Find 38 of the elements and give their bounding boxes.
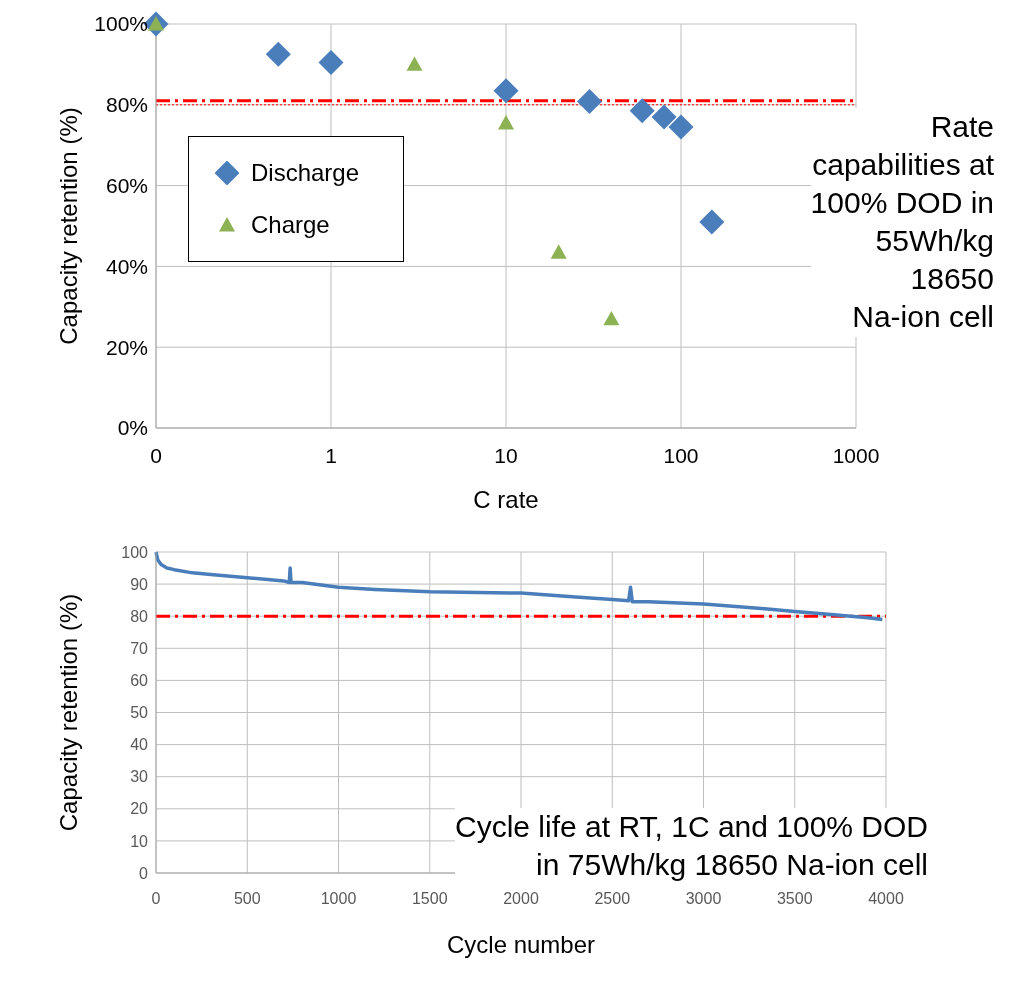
annotation: Cycle life at RT, 1C and 100% DOD in 75Wh/kg 18650 Na-ion cell xyxy=(455,808,928,885)
x-tick-label: 1 xyxy=(325,443,337,467)
x-tick-label: 3000 xyxy=(685,890,722,908)
y-tick-label: 20% xyxy=(105,335,148,359)
legend-label: Discharge xyxy=(251,159,360,187)
y-tick-label: 80% xyxy=(105,93,148,117)
y-tick-label: 50 xyxy=(130,704,149,722)
legend-label: Charge xyxy=(251,211,330,239)
y-tick-label: 100% xyxy=(94,12,148,36)
x-tick-label: 2500 xyxy=(594,890,631,908)
x-tick-label: 4000 xyxy=(868,890,904,908)
y-tick-label: 100 xyxy=(121,543,149,561)
y-tick-label: 90 xyxy=(130,575,149,593)
y-tick-label: 30 xyxy=(130,768,149,786)
x-tick-label: 2000 xyxy=(503,890,539,908)
y-tick-label: 70 xyxy=(130,639,149,657)
y-tick-label: 80 xyxy=(130,607,149,625)
x-axis-title: C rate xyxy=(473,486,539,513)
x-tick-label: 100 xyxy=(663,443,699,467)
y-tick-label: 60% xyxy=(105,174,148,198)
x-tick-label: 1500 xyxy=(411,890,448,908)
y-tick-label: 60 xyxy=(130,672,149,690)
y-tick-label: 20 xyxy=(130,800,149,818)
x-tick-label: 500 xyxy=(233,890,261,908)
x-tick-label: 3500 xyxy=(776,890,813,908)
x-tick-label: 1000 xyxy=(320,890,357,908)
y-axis-title: Capacity retention (%) xyxy=(54,593,82,832)
y-tick-label: 10 xyxy=(130,832,149,850)
y-tick-label: 0% xyxy=(117,416,148,440)
y-tick-label: 40 xyxy=(130,736,149,754)
x-tick-label: 1000 xyxy=(832,443,880,467)
y-axis-title: Capacity retention (%) xyxy=(54,107,82,345)
y-tick-label: 40% xyxy=(105,254,148,278)
annotation: Rate capabilities at 100% DOD in 55Wh/kg 18650 Na-ion cell xyxy=(810,108,994,337)
x-tick-label: 10 xyxy=(494,443,518,467)
y-tick-label: 0 xyxy=(139,864,149,882)
x-axis-title: Cycle number xyxy=(446,931,596,958)
x-tick-label: 0 xyxy=(151,890,161,908)
